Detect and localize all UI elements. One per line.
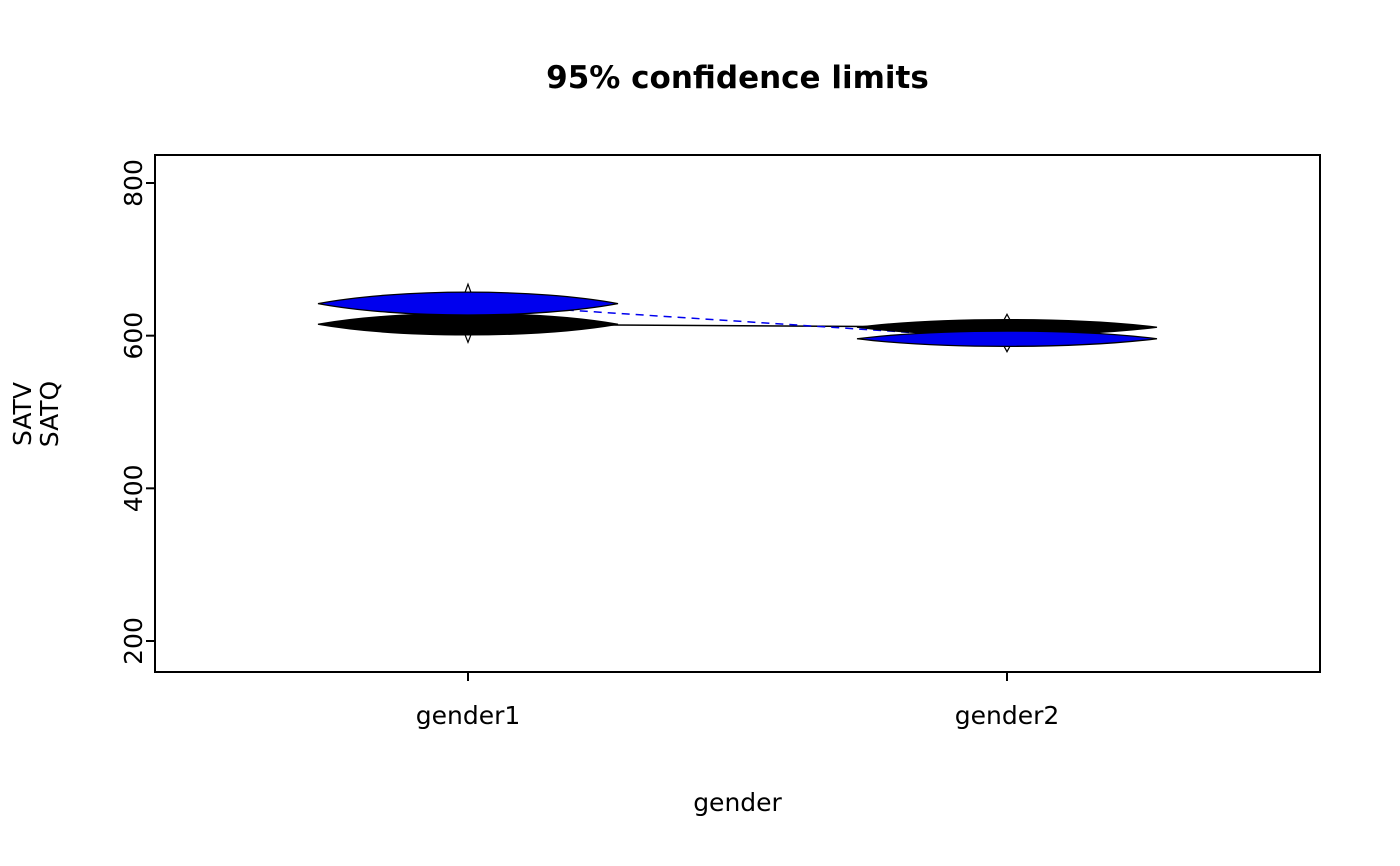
x-axis-title: gender [693,788,782,817]
y-tick-label: 600 [119,312,148,360]
x-tick-label: gender1 [416,701,521,730]
y-tick-label: 200 [119,617,148,665]
x-tick-label: gender2 [955,701,1060,730]
chart-title: 95% confidence limits [546,60,929,96]
plot-box [154,154,1321,673]
catseye-satv [317,312,619,336]
catseye-satq [317,291,619,316]
y-tick-label: 400 [119,464,148,512]
y-tick-label: 800 [119,159,148,207]
catseye-satq [856,330,1158,348]
